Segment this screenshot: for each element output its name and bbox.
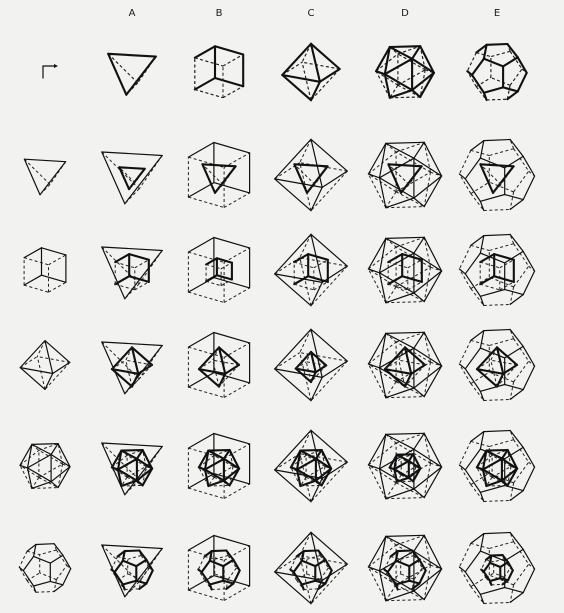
cell-b-row-5 [187,534,251,601]
cell-a-row-0 [107,52,157,96]
cell-e-row-0 [466,42,528,102]
cell-a-row-2 [101,246,163,300]
cell-d-row-2 [367,236,443,304]
cell-b-row-4 [187,432,251,499]
cell-e-row-1 [458,138,536,212]
column-label-e: E [493,8,501,19]
cell-c-row-3 [274,328,348,402]
cell-b-row-0 [193,45,245,99]
cell-a-row-3 [101,341,163,395]
cell-a-row-4 [101,442,163,496]
cell-b-row-3 [187,331,251,398]
cell-d-row-4 [367,432,443,500]
cell-c-row-2 [274,233,348,307]
cell-d-row-1 [367,141,443,209]
cell-d-row-3 [367,331,443,399]
row-2-header-cube [23,247,67,293]
cell-c-row-4 [274,429,348,503]
cell-c-row-1 [274,138,348,212]
cell-e-row-5 [458,531,536,605]
cell-e-row-4 [458,429,536,503]
cell-b-row-1 [187,141,251,208]
cell-c-row-5 [274,531,348,605]
row-3-header-octahedron [19,340,71,390]
column-label-c: C [307,8,315,19]
column-label-a: A [128,8,136,19]
cell-a-row-5 [101,544,163,598]
cell-e-row-2 [458,233,536,307]
column-label-b: B [215,8,223,19]
row-5-header-dodecahedron [18,543,72,593]
cell-a-row-1 [101,151,163,205]
cell-b-row-2 [187,236,251,303]
row-4-header-icosahedron [19,443,71,489]
column-label-d: D [401,8,409,19]
row-0-header-axes-icon [42,64,58,79]
cell-d-row-0 [375,45,435,99]
cell-e-row-3 [458,328,536,402]
cell-c-row-0 [281,42,341,102]
row-1-header-tetrahedron [23,158,67,196]
cell-d-row-5 [367,534,443,602]
